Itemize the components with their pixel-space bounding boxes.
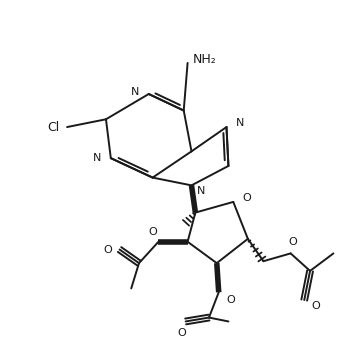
- Text: N: N: [130, 87, 139, 97]
- Text: N: N: [93, 153, 101, 163]
- Text: NH₂: NH₂: [192, 52, 216, 66]
- Text: N: N: [197, 186, 206, 196]
- Text: O: O: [148, 227, 157, 237]
- Text: O: O: [177, 328, 186, 338]
- Text: O: O: [288, 237, 297, 247]
- Text: O: O: [226, 295, 235, 305]
- Text: O: O: [243, 193, 251, 203]
- Text: O: O: [103, 244, 112, 255]
- Text: O: O: [311, 301, 320, 311]
- Text: N: N: [236, 118, 245, 128]
- Text: Cl: Cl: [47, 121, 59, 134]
